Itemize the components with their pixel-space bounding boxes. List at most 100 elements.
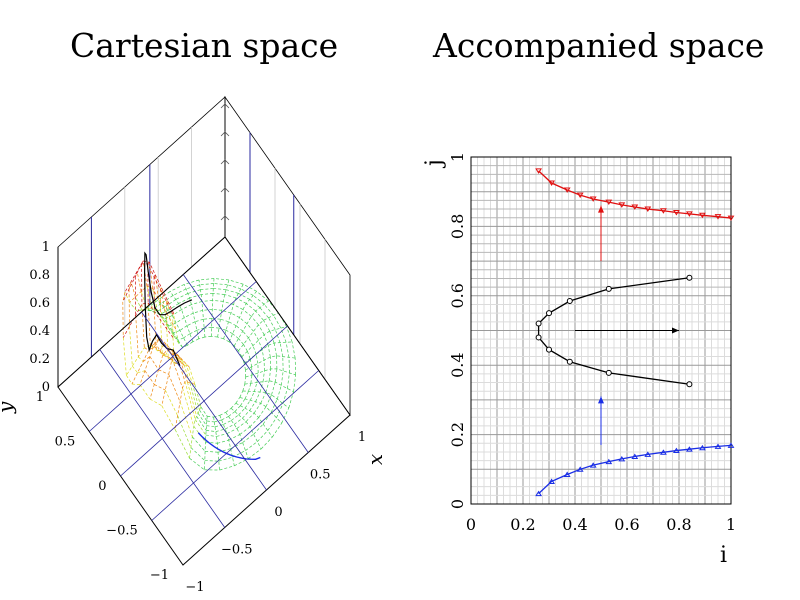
surface-mesh-line [259,381,264,393]
surface-mesh-radial [210,278,215,337]
title-accompanied-space: Accompanied space [433,26,765,65]
surface-mesh-line [173,330,180,334]
surface-mesh-line [139,384,151,400]
surface-mesh-line [135,315,139,357]
series-point [546,310,552,317]
annotation-arrow-head-2 [598,396,604,404]
surface-mesh-line [255,310,264,321]
wall-tick-mark [220,215,230,221]
surface-mesh-line [177,415,192,448]
surface-mesh-line [248,448,262,459]
surface-mesh-line [255,391,261,402]
x-tick-label: 0.2 [510,515,535,534]
annotation-arrow-head-0 [598,205,604,213]
surface-mesh-radial [122,302,174,338]
surface-mesh-line [225,424,235,430]
surface-mesh-line [144,347,149,351]
series-line-1 [537,277,690,385]
surface-mesh-line [214,278,230,281]
surface-mesh-line [291,341,296,359]
z-tick-label: 0 [42,380,50,395]
surface-mesh-line [228,279,244,285]
surface-mesh-line [214,419,222,423]
surface-mesh-line [161,287,165,309]
surface-mesh-line [238,350,243,357]
surface-mesh-line [238,293,250,300]
surface-mesh-line [259,307,269,319]
x-tick-label: 0 [466,515,476,534]
surface-mesh-line [238,338,244,345]
surface-mesh-line [199,283,214,286]
surface-mesh-radial [244,380,294,393]
y-axis-label: y [0,401,17,414]
series-point [618,202,626,208]
surface-mesh-line [155,274,159,299]
surface-mesh-line [202,309,213,311]
surface-mesh-line [170,284,185,292]
surface-mesh-line [158,369,169,375]
surface-mesh-line [238,407,246,416]
series-point [563,471,571,478]
x-tick-label: 0.4 [562,515,587,534]
surface-mesh-radial [169,291,194,342]
surface-mesh-line [253,382,258,392]
surface-mesh-line [201,293,214,295]
surface-mesh-radial [161,351,190,406]
surface-mesh-line [198,336,205,340]
z-tick-label: 0.6 [29,296,50,311]
wall-tick-mark [220,103,230,109]
surface-mesh-line [200,406,208,417]
surface-mesh-line [131,383,140,386]
surface-mesh-line [192,338,199,343]
y-tick-label: 0.8 [448,214,467,239]
wall-tick-mark [220,159,230,165]
surface-mesh-line [253,331,259,341]
surface-mesh-line [285,342,290,358]
surface-mesh-line [219,412,226,416]
z-tick-label: 1 [42,240,50,255]
surface-mesh-line [258,406,267,418]
series-line-2 [538,444,732,495]
surface-mesh-line [185,284,200,290]
surface-mesh-line [211,336,218,338]
surface-mesh-line [239,426,251,435]
surface-mesh-line [248,337,254,346]
y-tick-label: 0.4 [448,352,467,377]
surface-mesh-line [153,311,157,350]
surface-mesh-radial [242,390,290,409]
surface-mesh-line [251,316,259,326]
surface-mesh-line [215,428,226,432]
surface-mesh-radial [241,326,287,357]
series-point [589,462,597,468]
surface-mesh-line [235,325,243,332]
series-point [644,206,652,212]
surface-mesh-line [146,286,153,309]
surface-mesh-line [160,320,163,355]
series-line-0 [538,170,732,219]
surface-mesh-line [178,356,188,383]
surface-mesh-line [126,375,133,385]
surface-mesh-line [193,310,203,314]
series-point [714,443,722,449]
surface-mesh-line [184,381,196,420]
y-tick-label: 1 [448,152,467,162]
surface-mesh-line [263,320,271,332]
series-point [576,192,584,199]
x-tick-label: 0.5 [310,468,331,483]
surface-mesh-line [135,296,143,311]
surface-mesh-line [235,397,241,404]
z-tick-label: 0.8 [29,268,50,283]
surface-mesh-radial [225,412,249,459]
floor-outline [57,236,351,566]
surface-mesh-line [249,299,261,308]
surface-mesh-line [267,417,277,431]
surface-mesh-line [239,390,244,398]
surface-mesh-line [206,425,216,428]
wall-tick-mark [220,187,230,193]
surface-mesh-line [204,460,219,462]
series-point [685,446,693,452]
wall-tick-mark [220,131,230,137]
series-point [659,208,667,214]
surface-mesh-line [207,415,214,418]
